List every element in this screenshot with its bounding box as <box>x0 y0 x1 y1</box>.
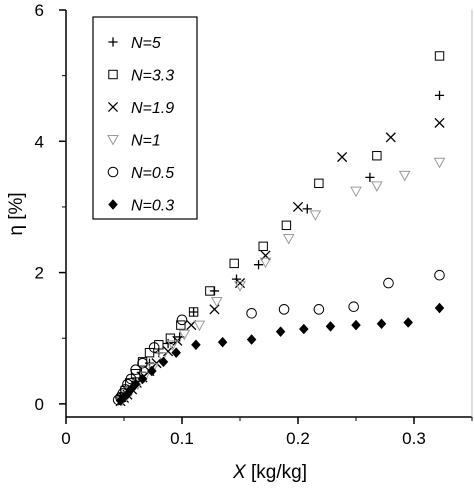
series-diamond <box>115 302 445 406</box>
data-point <box>309 210 322 221</box>
data-point <box>217 336 228 348</box>
data-point <box>188 307 199 317</box>
data-point <box>258 241 268 252</box>
data-point <box>337 151 348 163</box>
data-point <box>385 132 396 143</box>
data-point <box>151 358 162 369</box>
data-point <box>434 269 445 281</box>
data-point <box>434 90 445 100</box>
data-point <box>383 277 394 289</box>
data-point <box>130 378 141 390</box>
y-axis-label: η [%] <box>6 192 27 235</box>
data-point <box>137 373 148 385</box>
data-point <box>434 117 445 128</box>
data-point <box>126 384 136 395</box>
axis-ticks: 0 0.1 0.2 0.3 0 2 4 6 <box>35 1 473 448</box>
data-point <box>434 51 445 61</box>
legend-label: N=5 <box>131 35 161 52</box>
data-point <box>246 307 257 319</box>
x-axis-label: X [kg/kg] <box>232 462 307 483</box>
legend-marker <box>108 199 118 210</box>
data-point <box>298 323 309 335</box>
data-point <box>302 204 312 214</box>
data-point <box>176 320 186 330</box>
data-point <box>275 326 286 338</box>
data-point <box>278 304 290 315</box>
data-point <box>193 320 206 332</box>
data-point <box>210 296 223 308</box>
y-tick-label: 2 <box>35 264 44 283</box>
legend-label: N=1.9 <box>131 100 174 117</box>
data-point <box>371 181 383 192</box>
legend: N=5 N=3.3 N=1.9 N=1 N=0.5 N=0.3 <box>92 16 198 220</box>
legend-marker <box>107 101 119 113</box>
legend-label: N=0.3 <box>131 198 174 215</box>
data-point <box>234 281 246 292</box>
data-point <box>147 365 157 377</box>
legend-box <box>92 16 198 220</box>
data-point <box>171 347 182 359</box>
data-point <box>229 258 239 269</box>
legend-label: N=3.3 <box>131 68 174 85</box>
data-point <box>365 172 375 182</box>
data-point <box>209 304 220 315</box>
data-point <box>433 157 446 169</box>
legend-label: N=1 <box>131 133 161 150</box>
legend-label: N=0.5 <box>131 165 174 182</box>
data-point <box>434 302 445 314</box>
data-point <box>351 319 361 331</box>
data-point <box>372 151 382 161</box>
data-point <box>259 257 272 269</box>
x-axis-label-unit: [kg/kg] <box>246 462 307 483</box>
y-tick-label: 6 <box>35 1 44 20</box>
data-point <box>398 170 411 182</box>
data-point <box>158 356 169 368</box>
data-point <box>191 339 201 351</box>
data-point <box>376 318 387 330</box>
x-tick-label: 0.1 <box>170 429 194 448</box>
data-point <box>137 357 148 369</box>
series-circle <box>112 269 445 406</box>
data-point <box>246 334 257 345</box>
x-axis-label-variable: X <box>232 462 247 483</box>
plot-area <box>65 10 473 418</box>
data-point <box>189 307 199 317</box>
legend-marker <box>107 166 119 178</box>
data-point <box>260 250 271 261</box>
data-point <box>125 373 137 385</box>
data-point <box>325 321 336 332</box>
data-point <box>178 329 191 341</box>
x-tick-label: 0 <box>61 429 70 448</box>
x-tick-label: 0.3 <box>402 429 426 448</box>
data-point <box>313 304 325 315</box>
data-point <box>253 260 264 270</box>
data-point <box>163 346 174 357</box>
data-point <box>282 233 295 245</box>
data-points <box>112 51 446 407</box>
data-point <box>281 220 292 231</box>
data-point <box>348 301 359 313</box>
data-point <box>292 201 304 212</box>
legend-marker <box>107 135 119 146</box>
data-point <box>176 314 188 326</box>
legend-marker <box>108 37 118 47</box>
y-tick-label: 4 <box>35 132 44 151</box>
data-point <box>314 178 324 189</box>
data-point <box>130 364 141 376</box>
data-point <box>148 342 160 353</box>
data-point <box>205 286 215 296</box>
data-point <box>350 186 362 198</box>
data-point <box>156 352 169 363</box>
data-point <box>403 317 414 328</box>
data-point <box>166 340 179 351</box>
x-tick-label: 0.2 <box>286 429 310 448</box>
y-tick-label: 0 <box>35 395 44 414</box>
legend-marker <box>108 69 118 80</box>
